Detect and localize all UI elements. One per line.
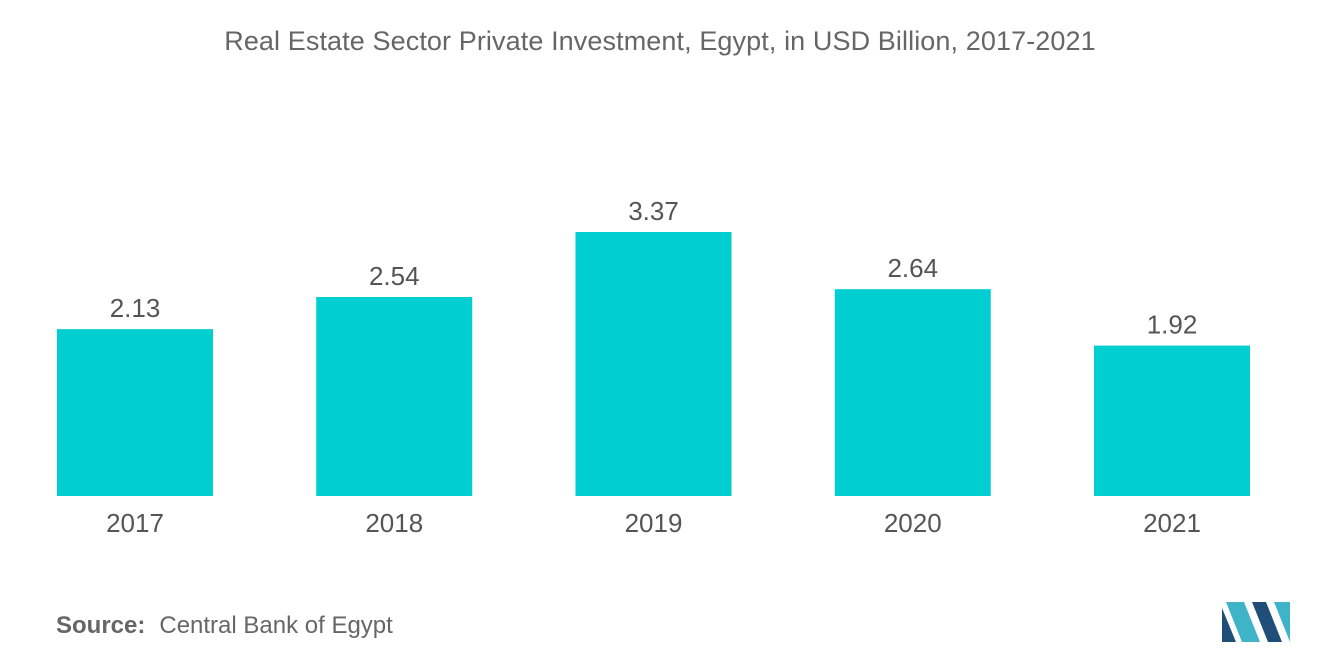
value-label-2017: 2.13 <box>110 293 161 323</box>
mordor-logo-icon <box>1222 602 1290 642</box>
tick-label-2020: 2020 <box>884 508 942 538</box>
value-labels-group: 2.13 2.54 3.37 2.64 1.92 <box>110 196 1198 340</box>
tick-label-2021: 2021 <box>1143 508 1201 538</box>
value-label-2019: 3.37 <box>628 196 679 226</box>
value-label-2021: 1.92 <box>1147 310 1198 340</box>
source-text: Central Bank of Egypt <box>159 612 393 639</box>
source-note: Source: Central Bank of Egypt <box>56 612 393 640</box>
x-axis-tick-labels: 2017 2018 2019 2020 2021 <box>106 508 1201 538</box>
value-label-2018: 2.54 <box>369 261 420 291</box>
value-label-2020: 2.64 <box>887 253 938 283</box>
tick-label-2018: 2018 <box>365 508 423 538</box>
bars-group <box>57 232 1250 496</box>
source-label: Source: <box>56 612 146 639</box>
chart-title: Real Estate Sector Private Investment, E… <box>224 26 1096 56</box>
bar-2019 <box>575 232 732 496</box>
bar-2020 <box>834 289 991 496</box>
bar-2017 <box>57 329 213 496</box>
tick-label-2017: 2017 <box>106 508 164 538</box>
tick-label-2019: 2019 <box>625 508 683 538</box>
bar-2021 <box>1094 345 1250 496</box>
bar-2018 <box>316 297 473 496</box>
